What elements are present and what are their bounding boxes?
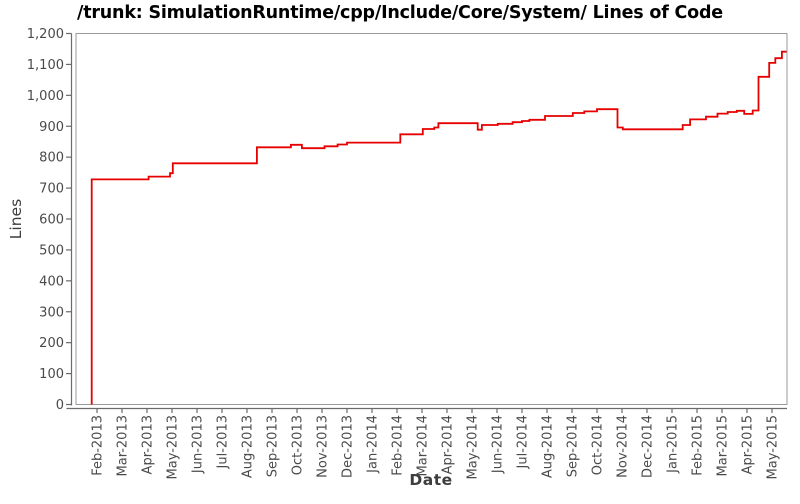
loc-step-line	[90, 50, 787, 405]
y-tick-label: 700	[39, 182, 64, 197]
y-tick-label: 500	[39, 243, 64, 258]
x-tick-label: Dec-2013	[341, 415, 356, 478]
y-tick-label: 0	[56, 398, 64, 413]
y-tick-label: 300	[39, 305, 64, 320]
y-tick-label: 1,100	[27, 58, 64, 73]
x-tick-label: Dec-2014	[641, 415, 656, 478]
x-tick-label: Feb-2014	[391, 415, 406, 476]
y-tick-label: 600	[39, 213, 64, 228]
x-tick-label: Jul-2013	[216, 415, 231, 469]
y-tick-label: 900	[39, 120, 64, 135]
x-axis-label: Date	[409, 471, 452, 489]
x-tick-label: Apr-2014	[441, 415, 456, 474]
plot-frame	[66, 33, 788, 410]
x-tick-label: Jul-2014	[516, 415, 531, 469]
x-tick-label: Nov-2013	[316, 415, 331, 478]
x-tick-label: Sep-2013	[266, 415, 281, 477]
x-tick-label: Feb-2013	[91, 415, 106, 476]
x-tick-label: Aug-2013	[241, 415, 256, 478]
axis-ticks: 0 100 200 300 400 500 600 700 800 900 1,000 1,100 1,…	[27, 27, 781, 479]
y-tick-label: 1,000	[27, 89, 64, 104]
loc-step-series	[90, 50, 787, 405]
x-tick-label: Feb-2015	[691, 415, 706, 476]
x-tick-label: Nov-2014	[616, 415, 631, 478]
y-tick-label: 800	[39, 151, 64, 166]
x-tick-label: Mar-2014	[416, 415, 431, 476]
x-tick-label: Oct-2013	[291, 415, 306, 475]
x-tick-label: Apr-2013	[141, 415, 156, 474]
x-tick-label: Mar-2015	[716, 415, 731, 476]
x-tick-label: May-2013	[166, 415, 181, 479]
x-tick-label: Oct-2014	[591, 415, 606, 475]
x-tick-label: Aug-2014	[541, 415, 556, 478]
chart-title: /trunk: SimulationRuntime/cpp/Include/Co…	[77, 3, 723, 23]
x-tick-label: May-2014	[466, 415, 481, 479]
x-tick-label: May-2015	[766, 415, 781, 479]
y-tick-label: 400	[39, 274, 64, 289]
y-axis-label: Lines	[7, 199, 25, 239]
plot-border	[75, 33, 788, 405]
y-tick-label: 100	[39, 367, 64, 382]
x-tick-label: Jan-2014	[366, 415, 381, 474]
x-tick-label: Mar-2013	[116, 415, 131, 476]
x-tick-label: Jun-2014	[491, 415, 506, 474]
x-tick-label: Apr-2015	[741, 415, 756, 474]
y-tick-label: 200	[39, 336, 64, 351]
x-tick-label: Jun-2013	[191, 415, 206, 474]
y-tick-label: 1,200	[27, 27, 64, 42]
x-tick-label: Jan-2015	[666, 415, 681, 474]
x-tick-label: Sep-2014	[566, 415, 581, 477]
